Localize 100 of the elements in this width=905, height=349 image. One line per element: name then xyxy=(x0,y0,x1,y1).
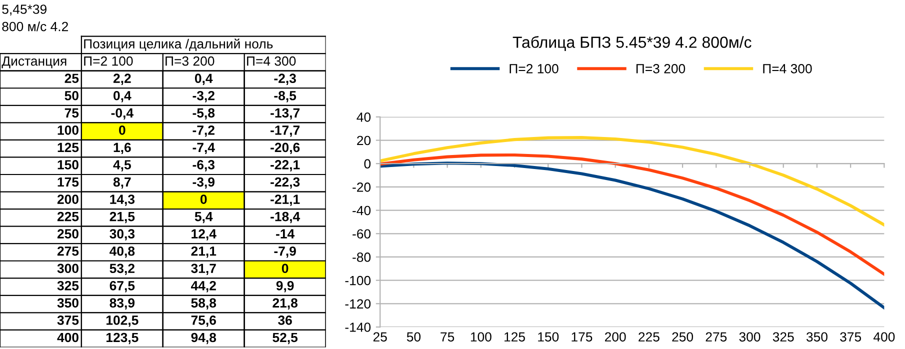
x-tick-label: П=3 200 xyxy=(166,56,214,66)
data-label: -2,3 xyxy=(274,74,296,85)
data-label: -3,9 xyxy=(192,177,215,189)
x-tick-label: 250 xyxy=(672,332,694,342)
y-tick-label: 275 xyxy=(57,246,79,256)
data-label: -7,2 xyxy=(192,126,214,137)
legend-label: П=3 200 xyxy=(636,64,686,74)
y-tick-label: 75 xyxy=(64,108,79,118)
data-label: -22,1 xyxy=(270,160,300,172)
data-label: 53,2 xyxy=(110,264,134,275)
x-tick-label: 75 xyxy=(440,332,454,342)
data-label: -20,6 xyxy=(270,142,300,154)
data-label: 1,6 xyxy=(114,142,131,154)
data-label: -22,3 xyxy=(270,177,300,189)
data-label: 0 xyxy=(200,194,207,204)
data-label: 31,7 xyxy=(191,264,216,275)
x-tick-label: 200 xyxy=(604,332,626,342)
y-tick-label: -140 xyxy=(345,322,371,332)
y-tick-label: 350 xyxy=(57,298,78,308)
data-label: 0,4 xyxy=(114,90,132,102)
x-tick-label: 175 xyxy=(572,332,592,342)
data-label: 94,8 xyxy=(191,332,216,344)
data-label: -17,7 xyxy=(270,126,300,137)
data-label: -7,4 xyxy=(192,142,215,154)
data-label: -7,9 xyxy=(274,246,296,258)
x-tick-label: 150 xyxy=(538,332,559,342)
data-label: 12,4 xyxy=(192,229,216,240)
data-label: -0,4 xyxy=(111,108,134,120)
data-label: 123,5 xyxy=(106,332,138,344)
chart-title: Таблица БПЗ 5.45*39 4.2 800м/с xyxy=(512,36,752,51)
y-tick-label: 375 xyxy=(57,316,79,325)
data-label: -5,8 xyxy=(192,108,215,120)
data-label: 40,8 xyxy=(110,246,135,258)
y-tick-label: 0 xyxy=(364,159,371,169)
data-label: 102,5 xyxy=(106,316,138,327)
y-tick-label: -80 xyxy=(352,252,371,262)
y-tick-label: -100 xyxy=(345,276,371,286)
x-tick-label: 100 xyxy=(470,332,492,342)
y-tick-label: -120 xyxy=(345,299,371,309)
y-tick-label: 175 xyxy=(58,177,79,187)
data-label: 4,5 xyxy=(113,160,131,172)
chart-title: Позиция целика /дальний ноль xyxy=(84,38,273,52)
y-tick-label: 150 xyxy=(58,160,78,170)
data-label: 75,6 xyxy=(191,316,216,327)
x-tick-label: 400 xyxy=(873,332,895,342)
data-label: 2,2 xyxy=(113,74,131,85)
y-tick-label: 200 xyxy=(57,194,78,204)
data-label: -13,7 xyxy=(270,108,300,120)
legend-label: П=2 100 xyxy=(510,64,558,74)
y-axis-title: Дистанция xyxy=(2,56,66,68)
x-tick-label: П=2 100 xyxy=(84,56,133,66)
y-tick-label: 300 xyxy=(57,264,78,274)
text: 800 м/с 4.2 xyxy=(2,22,68,32)
data-label: 21,5 xyxy=(110,212,135,224)
y-tick-label: -40 xyxy=(352,206,371,216)
y-tick-label: 40 xyxy=(356,112,371,122)
data-label: 83,9 xyxy=(110,298,135,310)
data-label: 14,3 xyxy=(110,194,135,206)
data-label: 30,3 xyxy=(110,229,135,240)
y-tick-label: 125 xyxy=(58,142,79,152)
data-label: -3,2 xyxy=(192,90,214,102)
x-tick-label: 225 xyxy=(638,332,660,342)
y-tick-label: 50 xyxy=(64,90,78,100)
x-tick-label: 375 xyxy=(840,332,862,342)
data-label: 5,4 xyxy=(194,212,213,224)
text: 5,45*39 xyxy=(2,4,46,16)
y-tick-label: 20 xyxy=(357,136,371,146)
data-label: 36 xyxy=(278,316,292,325)
data-label: 21,8 xyxy=(272,298,298,310)
data-label: 67,5 xyxy=(110,280,135,292)
y-tick-label: 250 xyxy=(57,229,78,239)
data-label: 52,5 xyxy=(272,332,298,344)
data-label: 9,9 xyxy=(276,280,294,292)
x-tick-label: 125 xyxy=(504,332,525,342)
data-label: -8,5 xyxy=(274,90,296,102)
data-label: 44,2 xyxy=(190,280,216,292)
x-tick-label: 50 xyxy=(406,332,421,342)
data-label: -18,4 xyxy=(270,212,300,224)
data-label: 0 xyxy=(119,126,126,135)
data-label: 58,8 xyxy=(191,298,216,310)
x-tick-label: 300 xyxy=(739,332,760,342)
legend-label: П=4 300 xyxy=(763,64,812,74)
x-tick-label: 350 xyxy=(806,332,828,342)
data-label: 8,7 xyxy=(113,177,131,189)
x-tick-label: 275 xyxy=(706,332,727,342)
data-label: -6,3 xyxy=(192,160,215,172)
x-tick-label: П=4 300 xyxy=(247,56,296,66)
data-label: 21,1 xyxy=(191,246,216,258)
y-tick-label: -20 xyxy=(352,182,371,192)
x-tick-label: 325 xyxy=(772,332,794,342)
y-tick-label: 325 xyxy=(57,280,79,290)
data-label: 0 xyxy=(282,264,288,274)
y-tick-label: -60 xyxy=(352,229,371,239)
x-tick-label: 25 xyxy=(373,332,387,342)
y-tick-label: 25 xyxy=(64,74,79,84)
y-tick-label: 100 xyxy=(58,126,78,135)
y-tick-label: 225 xyxy=(57,212,79,222)
data-label: -14 xyxy=(276,229,295,238)
data-label: 0,4 xyxy=(194,74,213,85)
data-label: -21,1 xyxy=(270,194,300,206)
